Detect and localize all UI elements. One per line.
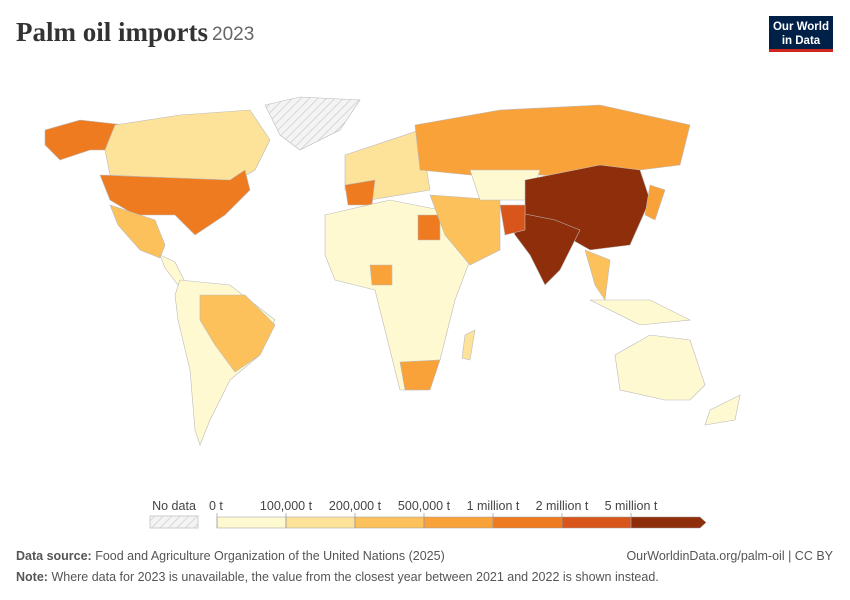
- greenland: [264, 96, 361, 151]
- legend-label: 200,000 t: [329, 499, 382, 513]
- logo-box: [769, 16, 833, 50]
- russia: [414, 104, 691, 181]
- source-text: Food and Agriculture Organization of the…: [95, 549, 445, 563]
- no-data-swatch: [149, 515, 199, 529]
- note-text: Where data for 2023 is unavailable, the …: [51, 570, 658, 584]
- url: OurWorldinData.org/palm-oil | CC BY: [626, 549, 833, 563]
- australia: [614, 334, 706, 401]
- legend-swatch: [354, 516, 425, 529]
- indonesia: [589, 299, 692, 326]
- logo-text: in Data: [782, 35, 821, 47]
- legend-swatch: [561, 516, 632, 529]
- madagascar: [461, 329, 476, 361]
- legend-label: 2 million t: [536, 499, 589, 513]
- southeast-asia: [584, 249, 611, 301]
- logo-text: Our World: [773, 21, 829, 33]
- south-africa: [399, 359, 441, 391]
- note: Note: Where data for 2023 is unavailable…: [16, 570, 659, 584]
- nigeria: [369, 264, 393, 286]
- mexico: [109, 204, 166, 259]
- title: Palm oil imports: [16, 17, 208, 47]
- legend-swatch: [630, 516, 707, 529]
- logo-underline: [769, 49, 833, 52]
- no-data-label: No data: [152, 499, 196, 513]
- legend: No data 0 t 100,000 t 200,000 t 500,000 t 1 …: [149, 499, 707, 529]
- legend-label: 100,000 t: [260, 499, 313, 513]
- japan: [644, 184, 666, 221]
- legend-swatch: [492, 516, 563, 529]
- legend-swatch: [423, 516, 494, 529]
- usa: [99, 169, 251, 236]
- legend-label: 500,000 t: [398, 499, 451, 513]
- source-label: Data source:: [16, 549, 92, 563]
- legend-label: 1 million t: [467, 499, 520, 513]
- note-label: Note:: [16, 570, 48, 584]
- legend-swatch: [216, 516, 287, 529]
- logo: Our World in Data: [769, 16, 833, 52]
- pakistan: [499, 204, 526, 236]
- egypt: [417, 214, 441, 241]
- brazil: [199, 294, 276, 373]
- year: 2023: [212, 24, 254, 45]
- source: Data source: Food and Agriculture Organi…: [16, 549, 445, 563]
- world-map: [44, 96, 741, 446]
- new-zealand: [704, 394, 741, 426]
- legend-label: 0 t: [209, 499, 223, 513]
- legend-swatch: [285, 516, 356, 529]
- legend-label: 5 million t: [605, 499, 658, 513]
